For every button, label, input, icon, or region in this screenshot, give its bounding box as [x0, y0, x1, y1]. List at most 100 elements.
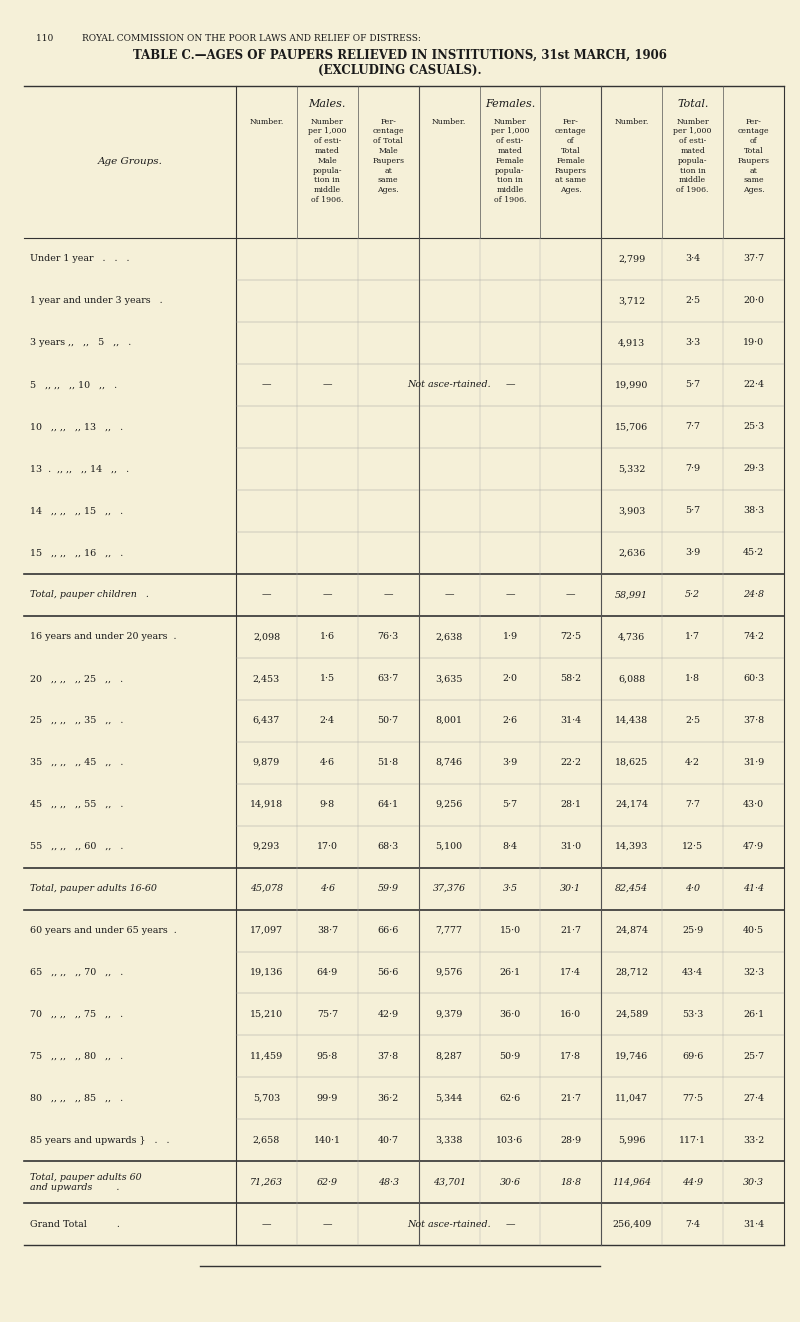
Text: 2·6: 2·6	[502, 717, 518, 726]
Text: 16·0: 16·0	[560, 1010, 582, 1019]
Text: 2,658: 2,658	[253, 1136, 280, 1145]
Text: 5·7: 5·7	[502, 800, 518, 809]
Text: 45,078: 45,078	[250, 884, 283, 894]
Text: 37,376: 37,376	[433, 884, 466, 894]
Text: 3·4: 3·4	[685, 254, 700, 263]
Text: 29·3: 29·3	[743, 464, 764, 473]
Text: 2,638: 2,638	[435, 632, 462, 641]
Text: 48·3: 48·3	[378, 1178, 398, 1187]
Text: 41·4: 41·4	[743, 884, 764, 894]
Text: 3·5: 3·5	[502, 884, 518, 894]
Text: Number.: Number.	[432, 118, 466, 126]
Text: 62·9: 62·9	[317, 1178, 338, 1187]
Text: 28·9: 28·9	[560, 1136, 582, 1145]
Text: 18·8: 18·8	[560, 1178, 582, 1187]
Text: 99·9: 99·9	[317, 1093, 338, 1103]
Text: 71,263: 71,263	[250, 1178, 283, 1187]
Text: 9,293: 9,293	[253, 842, 280, 851]
Text: 7·4: 7·4	[685, 1220, 700, 1229]
Text: 75   ,, ,,   ,, 80   ,,   .: 75 ,, ,, ,, 80 ,, .	[30, 1052, 123, 1062]
Text: 85 years and upwards }   .   .: 85 years and upwards } . .	[30, 1136, 170, 1145]
Text: 7·7: 7·7	[685, 800, 700, 809]
Text: 16 years and under 20 years  .: 16 years and under 20 years .	[30, 632, 177, 641]
Text: 38·7: 38·7	[317, 925, 338, 935]
Text: Per-
centage
of
Total
Female
Paupers
at same
Ages.: Per- centage of Total Female Paupers at …	[555, 118, 587, 194]
Text: 65   ,, ,,   ,, 70   ,,   .: 65 ,, ,, ,, 70 ,, .	[30, 968, 124, 977]
Text: 17,097: 17,097	[250, 925, 283, 935]
Text: 45·2: 45·2	[743, 549, 764, 558]
Text: 19,746: 19,746	[615, 1052, 649, 1062]
Text: 8,001: 8,001	[436, 717, 462, 726]
Text: 66·6: 66·6	[378, 925, 399, 935]
Text: 18,625: 18,625	[615, 758, 649, 767]
Text: 2,636: 2,636	[618, 549, 646, 558]
Text: 8,287: 8,287	[436, 1052, 462, 1062]
Text: 40·7: 40·7	[378, 1136, 398, 1145]
Text: 22·2: 22·2	[560, 758, 582, 767]
Text: Per-
centage
of Total
Male
Paupers
at
same
Ages.: Per- centage of Total Male Paupers at sa…	[372, 118, 404, 194]
Text: —: —	[262, 590, 271, 599]
Text: 25·7: 25·7	[743, 1052, 764, 1062]
Text: 37·8: 37·8	[743, 717, 764, 726]
Text: 15·0: 15·0	[499, 925, 521, 935]
Text: 15   ,, ,,   ,, 16   ,,   .: 15 ,, ,, ,, 16 ,, .	[30, 549, 124, 558]
Text: 64·1: 64·1	[378, 800, 398, 809]
Text: 117·1: 117·1	[679, 1136, 706, 1145]
Text: 21·7: 21·7	[560, 925, 582, 935]
Text: Females.: Females.	[485, 99, 535, 110]
Text: 37·8: 37·8	[378, 1052, 398, 1062]
Text: 5·7: 5·7	[685, 506, 700, 516]
Text: 14   ,, ,,   ,, 15   ,,   .: 14 ,, ,, ,, 15 ,, .	[30, 506, 123, 516]
Text: Males.: Males.	[309, 99, 346, 110]
Text: 77·5: 77·5	[682, 1093, 703, 1103]
Text: Total, pauper adults 16-60: Total, pauper adults 16-60	[30, 884, 158, 894]
Text: 6,437: 6,437	[253, 717, 280, 726]
Text: 1·9: 1·9	[502, 632, 518, 641]
Text: 7·7: 7·7	[685, 422, 700, 431]
Text: 5,703: 5,703	[253, 1093, 280, 1103]
Text: 2·4: 2·4	[320, 717, 335, 726]
Text: —: —	[566, 590, 576, 599]
Text: 55   ,, ,,   ,, 60   ,,   .: 55 ,, ,, ,, 60 ,, .	[30, 842, 124, 851]
Text: 103·6: 103·6	[496, 1136, 524, 1145]
Text: 1·6: 1·6	[320, 632, 335, 641]
Text: 36·0: 36·0	[499, 1010, 521, 1019]
Text: 33·2: 33·2	[743, 1136, 764, 1145]
Text: 28,712: 28,712	[615, 968, 648, 977]
Text: 9,879: 9,879	[253, 758, 280, 767]
Text: 140·1: 140·1	[314, 1136, 341, 1145]
Text: 68·3: 68·3	[378, 842, 399, 851]
Text: 1·5: 1·5	[320, 674, 335, 683]
Text: 59·9: 59·9	[378, 884, 398, 894]
Text: 31·4: 31·4	[743, 1220, 764, 1229]
Text: —: —	[506, 590, 514, 599]
Text: 8,746: 8,746	[435, 758, 462, 767]
Text: —: —	[262, 1220, 271, 1229]
Text: 2·5: 2·5	[685, 296, 700, 305]
Text: 19,990: 19,990	[615, 381, 649, 390]
Text: 12·5: 12·5	[682, 842, 703, 851]
Text: 53·3: 53·3	[682, 1010, 703, 1019]
Text: 17·0: 17·0	[317, 842, 338, 851]
Text: 13  .  ,, ,,   ,, 14   ,,   .: 13 . ,, ,, ,, 14 ,, .	[30, 464, 130, 473]
Text: 95·8: 95·8	[317, 1052, 338, 1062]
Text: 5,344: 5,344	[435, 1093, 462, 1103]
Text: 45   ,, ,,   ,, 55   ,,   .: 45 ,, ,, ,, 55 ,, .	[30, 800, 124, 809]
Text: —: —	[506, 381, 514, 390]
Text: —: —	[383, 590, 393, 599]
Text: 3 years ,,   ,,   5   ,,   .: 3 years ,, ,, 5 ,, .	[30, 338, 132, 348]
Text: 11,459: 11,459	[250, 1052, 283, 1062]
Text: 4,913: 4,913	[618, 338, 646, 348]
Text: 24,874: 24,874	[615, 925, 648, 935]
Text: 30·3: 30·3	[743, 1178, 764, 1187]
Text: 24,589: 24,589	[615, 1010, 649, 1019]
Text: 2·5: 2·5	[685, 717, 700, 726]
Text: TABLE C.—AGES OF PAUPERS RELIEVED IN INSTITUTIONS, 31st MARCH, 1906: TABLE C.—AGES OF PAUPERS RELIEVED IN INS…	[133, 49, 667, 62]
Text: 19,136: 19,136	[250, 968, 283, 977]
Text: 60·3: 60·3	[743, 674, 764, 683]
Text: 50·9: 50·9	[499, 1052, 521, 1062]
Text: 25·9: 25·9	[682, 925, 703, 935]
Text: 15,210: 15,210	[250, 1010, 283, 1019]
Text: 62·6: 62·6	[499, 1093, 521, 1103]
Text: 4·6: 4·6	[320, 884, 335, 894]
